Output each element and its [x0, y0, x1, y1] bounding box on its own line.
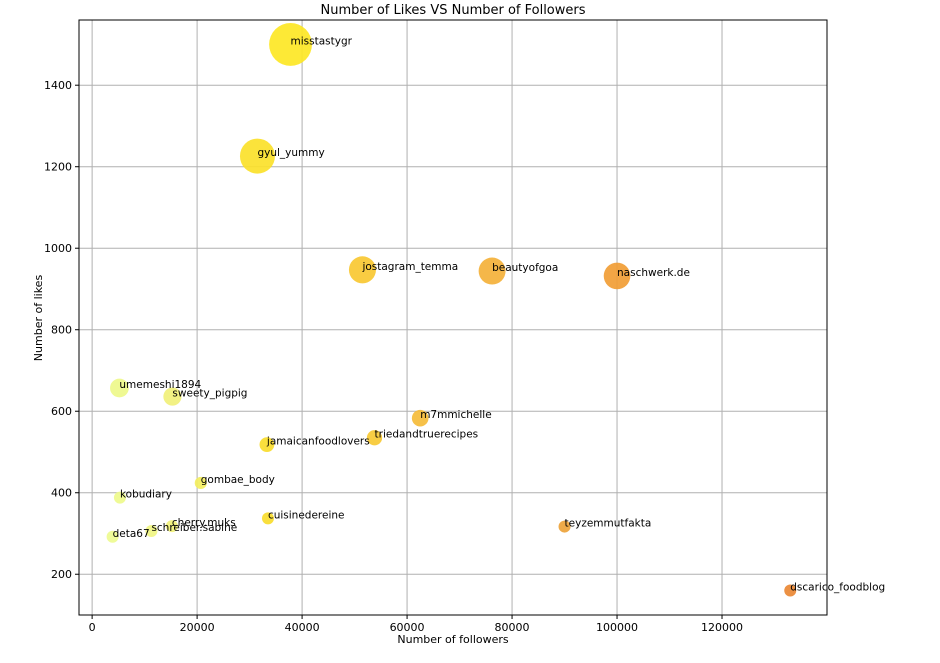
data-point — [165, 520, 178, 533]
y-tick-label: 1000 — [44, 242, 72, 255]
point-label: misstastygr — [291, 35, 353, 47]
y-tick-label: 200 — [51, 568, 72, 581]
point-label: jamaicanfoodlovers — [266, 436, 370, 448]
data-point — [145, 525, 158, 538]
points-layer — [106, 23, 797, 597]
data-point — [269, 23, 312, 66]
point-label: umemeshi1894 — [119, 379, 201, 391]
x-tick-label: 120000 — [701, 621, 743, 634]
point-label: sweety_pigpig — [172, 388, 247, 400]
x-tick-label: 60000 — [390, 621, 425, 634]
point-label: gombae_body — [201, 474, 275, 486]
data-point — [261, 512, 274, 525]
ticks-layer: 0 20000 40000 60000 80000 100000 120000 200 400 6… — [44, 79, 743, 634]
grid-layer — [79, 20, 827, 615]
data-point — [784, 584, 797, 597]
point-label: teyzemmutfakta — [565, 518, 652, 530]
point-label: cuisinedereine — [268, 509, 345, 521]
point-label: jostagram_temma — [361, 261, 458, 273]
point-label: schreiber.sabine — [151, 522, 237, 534]
x-tick-label: 20000 — [180, 621, 215, 634]
data-point — [411, 409, 429, 427]
y-tick-label: 1400 — [44, 79, 72, 92]
point-labels-layer: misstastygr gyul_yummy jostagram_temma beau… — [113, 35, 886, 593]
data-point — [558, 520, 571, 533]
chart-title: Number of Likes VS Number of Followers — [320, 3, 585, 18]
data-point — [348, 256, 376, 284]
data-point — [366, 430, 383, 446]
data-point — [163, 387, 182, 406]
point-label: triedandtruerecipes — [375, 429, 479, 441]
data-point — [110, 378, 129, 398]
data-point — [478, 257, 506, 285]
y-axis-label: Number of likes — [32, 275, 45, 362]
point-label: dscarico_foodblog — [790, 582, 885, 594]
x-tick-label: 100000 — [596, 621, 638, 634]
y-tick-label: 800 — [51, 324, 72, 337]
x-axis-label: Number of followers — [397, 633, 509, 646]
point-label: cherry.muks — [172, 517, 236, 529]
y-tick-label: 1200 — [44, 161, 72, 174]
point-label: m7mmichelle — [420, 409, 491, 421]
x-tick-label: 0 — [89, 621, 96, 634]
data-point — [194, 476, 207, 490]
x-tick-label: 80000 — [495, 621, 530, 634]
data-point — [259, 437, 275, 453]
data-point — [106, 530, 119, 543]
point-label: kobudiary — [120, 489, 172, 501]
data-point — [113, 491, 126, 504]
point-label: naschwerk.de — [617, 267, 690, 279]
data-point — [239, 138, 275, 174]
data-point — [603, 262, 631, 290]
plot-frame — [78, 19, 828, 616]
y-tick-label: 600 — [51, 405, 72, 418]
point-label: deta67 — [113, 528, 150, 540]
x-tick-label: 40000 — [285, 621, 320, 634]
y-tick-label: 400 — [51, 487, 72, 500]
point-label: beautyofgoa — [492, 262, 558, 274]
point-label: gyul_yummy — [257, 147, 324, 159]
